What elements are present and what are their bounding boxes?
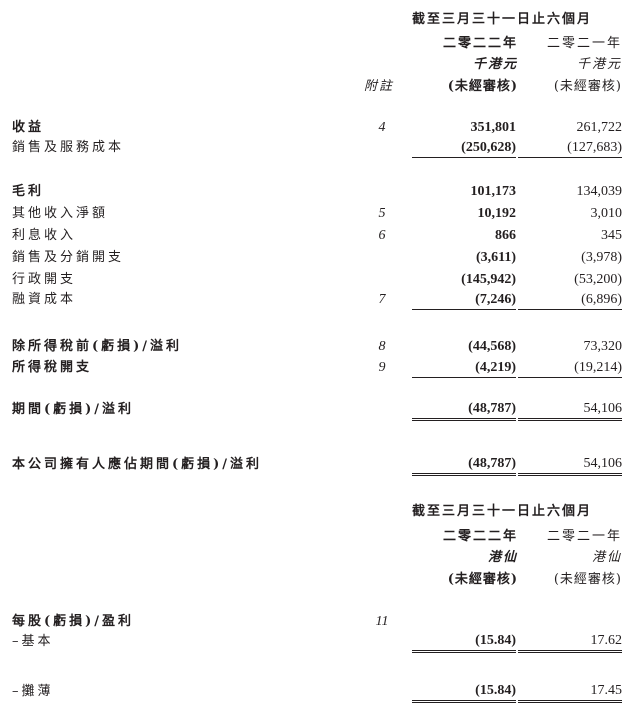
value-2021: (19,214) [518,358,622,378]
value-2021: 17.62 [518,632,622,653]
row-label: 期間(虧損)/溢利 [12,402,135,417]
table-row: 除所得稅前(虧損)/溢利 8 (44,568) 73,320 [0,337,638,357]
table-row: 期間(虧損)/溢利 (48,787) 54,106 [0,400,638,421]
note-ref: 4 [378,120,386,135]
row-label: 每股(虧損)/盈利 [12,614,135,629]
row-label: 除所得稅前(虧損)/溢利 [12,339,183,354]
table-row: 每股(虧損)/盈利 11 [0,612,638,632]
table-row: –基本 (15.84) 17.62 [0,632,638,653]
note-ref: 5 [378,206,386,221]
value-2022: (48,787) [412,400,516,421]
row-label: 融資成本 [12,292,77,307]
table-row: 行政開支 (145,942) (53,200) [0,270,638,290]
eps-audit-2021: (未經審核) [553,572,622,587]
eps-year-2021: 二零二一年 [546,529,622,544]
eps-unit-2021: 港仙 [591,550,622,565]
table-row: 銷售及分銷開支 (3,611) (3,978) [0,248,638,268]
value-2022: 10,192 [477,206,517,221]
unit-2021: 千港元 [576,57,622,72]
value-2021: 3,010 [590,206,623,221]
table-row: –攤薄 (15.84) 17.45 [0,682,638,703]
value-2021: (53,200) [574,272,622,287]
year-2022: 二零二二年 [442,36,518,51]
note-ref: 7 [378,292,386,307]
period-header: 截至三月三十一日止六個月 [412,12,593,27]
eps-unit-2022: 港仙 [487,550,518,565]
table-row: 本公司擁有人應佔期間(虧損)/溢利 (48,787) 54,106 [0,455,638,476]
value-2022: (48,787) [412,455,516,476]
value-2021: 345 [601,228,622,243]
year-2021: 二零二一年 [546,36,622,51]
value-2022: (250,628) [412,138,516,158]
note-header: 附註 [364,79,395,94]
value-2021: (6,896) [518,290,622,310]
note-ref: 11 [375,614,389,629]
value-2022: (7,246) [412,290,516,310]
value-2021: 73,320 [583,339,623,354]
table-row: 收益 4 351,801 261,722 [0,118,638,138]
row-label: –攤薄 [12,684,54,699]
eps-year-2022: 二零二二年 [442,529,518,544]
row-label: 其他收入淨額 [12,206,109,221]
table-row: 毛利 101,173 134,039 [0,182,638,202]
value-2022: (15.84) [412,682,516,703]
note-ref: 9 [378,360,386,375]
table-row: 利息收入 6 866 345 [0,226,638,246]
value-2021: (127,683) [518,138,622,158]
row-label: 利息收入 [12,228,77,243]
row-label: 行政開支 [12,272,77,287]
row-label: 收益 [12,120,45,135]
value-2021: (3,978) [581,250,622,265]
value-2021: 17.45 [518,682,622,703]
value-2022: (4,219) [412,358,516,378]
row-label: 銷售及分銷開支 [12,250,125,265]
period-header-eps: 截至三月三十一日止六個月 [412,504,593,519]
value-2022: 866 [495,228,516,243]
value-2021: 261,722 [576,120,623,135]
value-2021: 54,106 [518,455,622,476]
table-row: 融資成本 7 (7,246) (6,896) [0,290,638,310]
row-label: –基本 [12,634,54,649]
value-2022: (44,568) [468,339,516,354]
row-label: 銷售及服務成本 [12,140,125,155]
value-2022: 101,173 [470,184,517,199]
row-label: 本公司擁有人應佔期間(虧損)/溢利 [12,457,263,472]
row-label: 毛利 [12,184,45,199]
value-2022: (3,611) [475,250,516,265]
table-row: 其他收入淨額 5 10,192 3,010 [0,204,638,224]
value-2021: 134,039 [576,184,623,199]
eps-audit-2022: (未經審核) [447,572,518,587]
value-2021: 54,106 [518,400,622,421]
value-2022: (145,942) [461,272,516,287]
table-row: 銷售及服務成本 (250,628) (127,683) [0,138,638,158]
audit-2021: (未經審核) [553,79,622,94]
table-row: 所得稅開支 9 (4,219) (19,214) [0,358,638,378]
note-ref: 6 [378,228,386,243]
value-2022: (15.84) [412,632,516,653]
unit-2022: 千港元 [472,57,518,72]
row-label: 所得稅開支 [12,360,93,375]
value-2022: 351,801 [470,120,517,135]
note-ref: 8 [378,339,386,354]
audit-2022: (未經審核) [447,79,518,94]
